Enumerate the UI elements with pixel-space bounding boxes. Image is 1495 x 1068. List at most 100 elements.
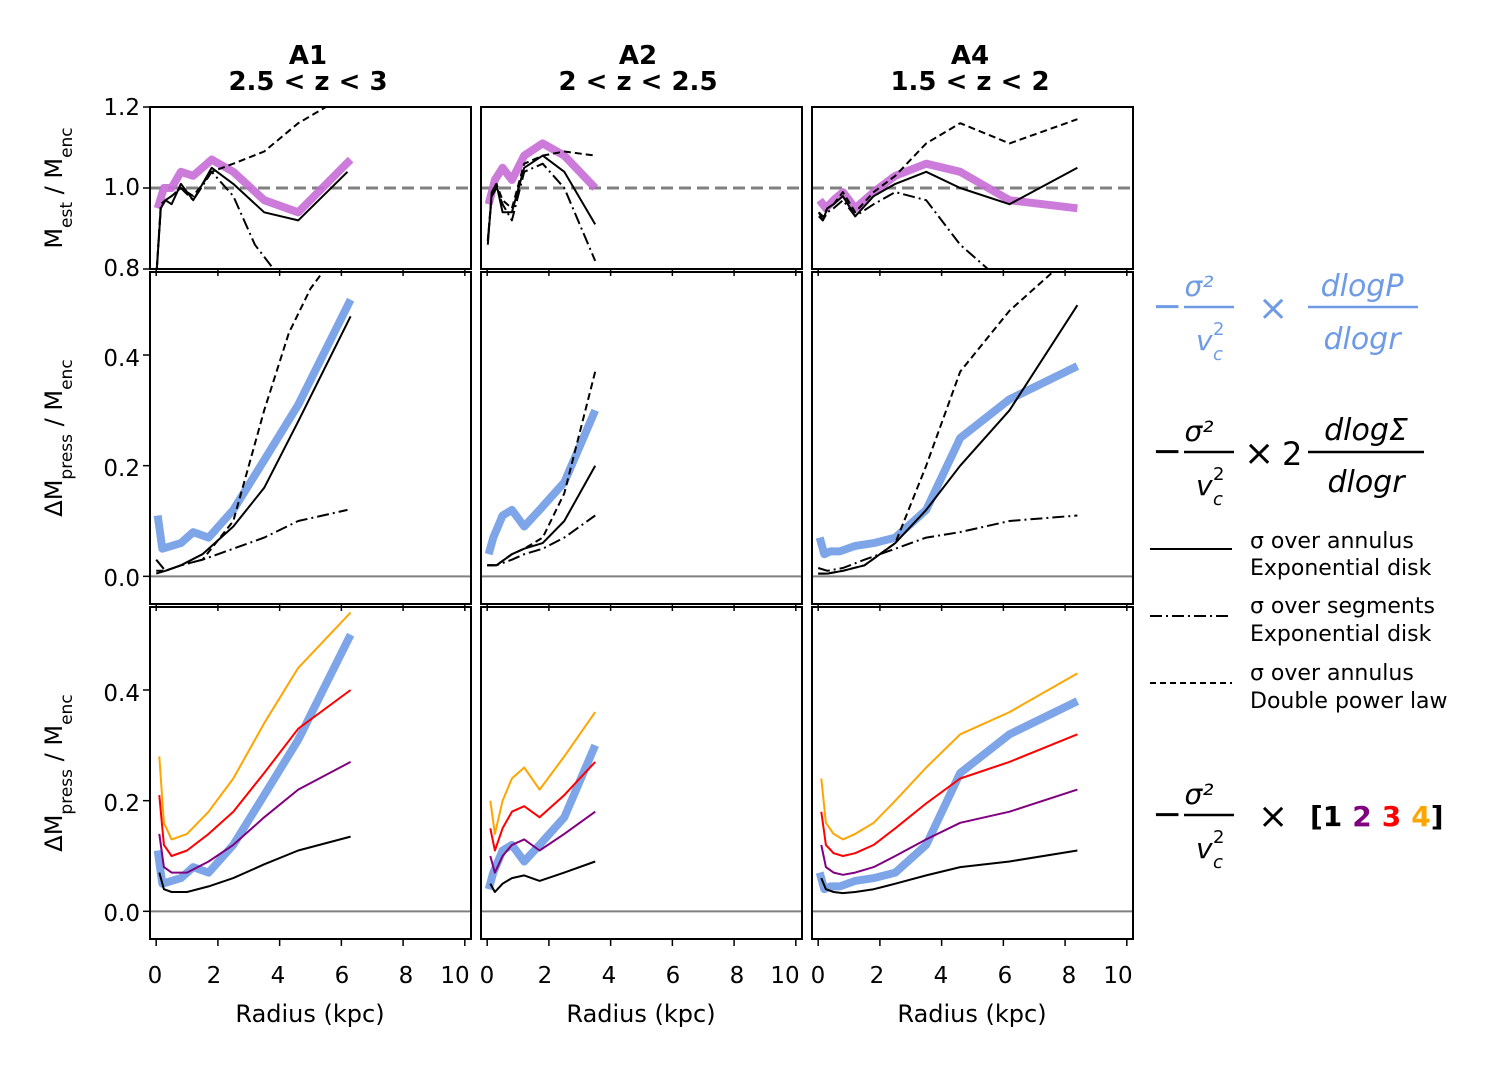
x-tick-label: 4: [602, 963, 617, 989]
panel-lines: [150, 611, 471, 913]
x-tick-label: 4: [271, 963, 286, 989]
x-tick-label: 0: [480, 963, 495, 989]
y-tick-label: 0.4: [103, 346, 140, 372]
y-tick-label: 0.0: [103, 566, 140, 592]
formula3-vc-sup: 2: [1213, 827, 1224, 848]
legend-line-styles: σ over annulus Exponential disk σ over s…: [1150, 529, 1448, 714]
formula2-vc-sup: 2: [1213, 464, 1224, 485]
legend-label-dashed-2: Double power law: [1250, 689, 1448, 714]
series-line: [817, 514, 1078, 572]
formula2-frac-den: dlogr: [1327, 465, 1406, 500]
formula2-times: ×: [1244, 433, 1274, 474]
panel-lines: [150, 107, 471, 269]
series-line: [486, 162, 597, 262]
column-title-a2: A2: [619, 41, 657, 71]
series-line: [158, 835, 351, 893]
formula3-times: ×: [1258, 796, 1288, 837]
ylabel-top: Mest / Menc: [40, 127, 77, 248]
column-title-a1: A1: [289, 41, 327, 71]
series-line: [486, 150, 596, 241]
x-tick-label: 8: [730, 963, 745, 989]
panel-lines: [812, 272, 1133, 578]
series-line: [153, 632, 355, 888]
panel-a4-middle: [811, 271, 1134, 611]
formula3-close: ]: [1431, 800, 1444, 833]
series-line: [815, 697, 1080, 894]
series-line: [820, 849, 1078, 895]
series-line: [818, 191, 989, 269]
series-line: [820, 788, 1078, 876]
legend-label-dashed-1: σ over annulus: [1250, 661, 1414, 686]
panel-lines: [812, 118, 1133, 269]
formula1-minus: −: [1152, 286, 1182, 327]
panel-lines: [481, 139, 802, 262]
formula1-vc-sub: c: [1213, 344, 1223, 365]
x-tick-label: 10: [770, 963, 799, 989]
x-tick-label: 6: [666, 963, 681, 989]
formula3-minus: −: [1152, 794, 1182, 835]
y-tick-label: 0.2: [103, 791, 140, 817]
x-tick-label: 2: [870, 963, 885, 989]
y-tick-label: 0.0: [103, 901, 140, 927]
panel-frame: [149, 606, 472, 940]
series-line: [158, 761, 352, 874]
panel-a2-bottom: [480, 606, 803, 946]
formula2-vc-sub: c: [1213, 489, 1223, 510]
legend-formula-density: − σ² v 2 c × 2 dlogΣ dlogr: [1152, 413, 1424, 510]
x-tick-label: 10: [1103, 963, 1132, 989]
series-line: [820, 672, 1078, 841]
x-tick-label: 2: [538, 963, 553, 989]
column-subtitle-a1: 2.5 < z < 3: [228, 67, 387, 97]
panel-a1-bottom: [143, 606, 472, 946]
panel-a4-top: [811, 106, 1134, 276]
formula1-frac-den: dlogr: [1323, 322, 1402, 357]
x-tick-label: 6: [335, 963, 350, 989]
formula1-sigma: σ²: [1185, 270, 1214, 303]
formula1-vc: v: [1196, 324, 1213, 357]
panel-a1-middle: [143, 271, 472, 611]
panel-frame: [480, 606, 803, 940]
panel-frame: [811, 106, 1134, 270]
series-line: [815, 362, 1080, 559]
formula2-frac-num: dlogΣ: [1324, 413, 1408, 448]
series-line: [153, 155, 354, 217]
panel-frame: [149, 271, 472, 605]
formula3-sigma: σ²: [1185, 778, 1214, 811]
series-line: [487, 514, 596, 567]
panel-a2-top: [480, 106, 803, 276]
legend-formula-pressure: − σ² v 2 c × dlogP dlogr: [1152, 269, 1418, 365]
series-line: [816, 159, 1078, 213]
x-axis-label-a1: Radius (kpc): [235, 1000, 384, 1028]
plot-panels: [143, 106, 1134, 946]
panel-lines: [481, 711, 802, 913]
formula1-vc-sup: 2: [1213, 319, 1224, 340]
formula3-multipliers: [1 2 3 4]: [1310, 800, 1444, 833]
formula2-factor: 2: [1282, 435, 1302, 473]
ylabel-middle: ΔMpress / Menc: [40, 359, 77, 516]
series-line: [818, 118, 1078, 218]
formula2-vc: v: [1196, 469, 1213, 502]
row-ylabels: Mest / Menc ΔMpress / Menc ΔMpress / Men…: [40, 127, 77, 851]
formula1-frac-num: dlogP: [1321, 269, 1405, 304]
y-tick-label: 1.2: [103, 95, 140, 121]
series-line: [489, 810, 596, 874]
series-line: [487, 371, 597, 567]
panel-frame: [811, 606, 1134, 940]
x-axis-label-a2: Radius (kpc): [566, 1000, 715, 1028]
formula2-minus: −: [1152, 431, 1182, 472]
panel-a1-top: [143, 106, 472, 276]
x-axis-labels: Radius (kpc) Radius (kpc) Radius (kpc): [235, 1000, 1046, 1028]
legend: − σ² v 2 c × dlogP dlogr − σ² v 2 c × 2 …: [1150, 269, 1448, 873]
series-line: [155, 170, 275, 269]
panel-lines: [481, 371, 802, 578]
panel-frame: [480, 106, 803, 270]
series-line: [153, 297, 355, 553]
series-line: [489, 761, 596, 852]
series-line: [158, 689, 352, 857]
column-titles: A1 2.5 < z < 3 A2 2 < z < 2.5 A4 1.5 < z…: [228, 41, 1049, 97]
series-line: [489, 860, 596, 893]
legend-label-dashdot-1: σ over segments: [1250, 594, 1435, 619]
formula2-sigma: σ²: [1185, 415, 1214, 448]
legend-label-dashdot-2: Exponential disk: [1250, 622, 1432, 647]
